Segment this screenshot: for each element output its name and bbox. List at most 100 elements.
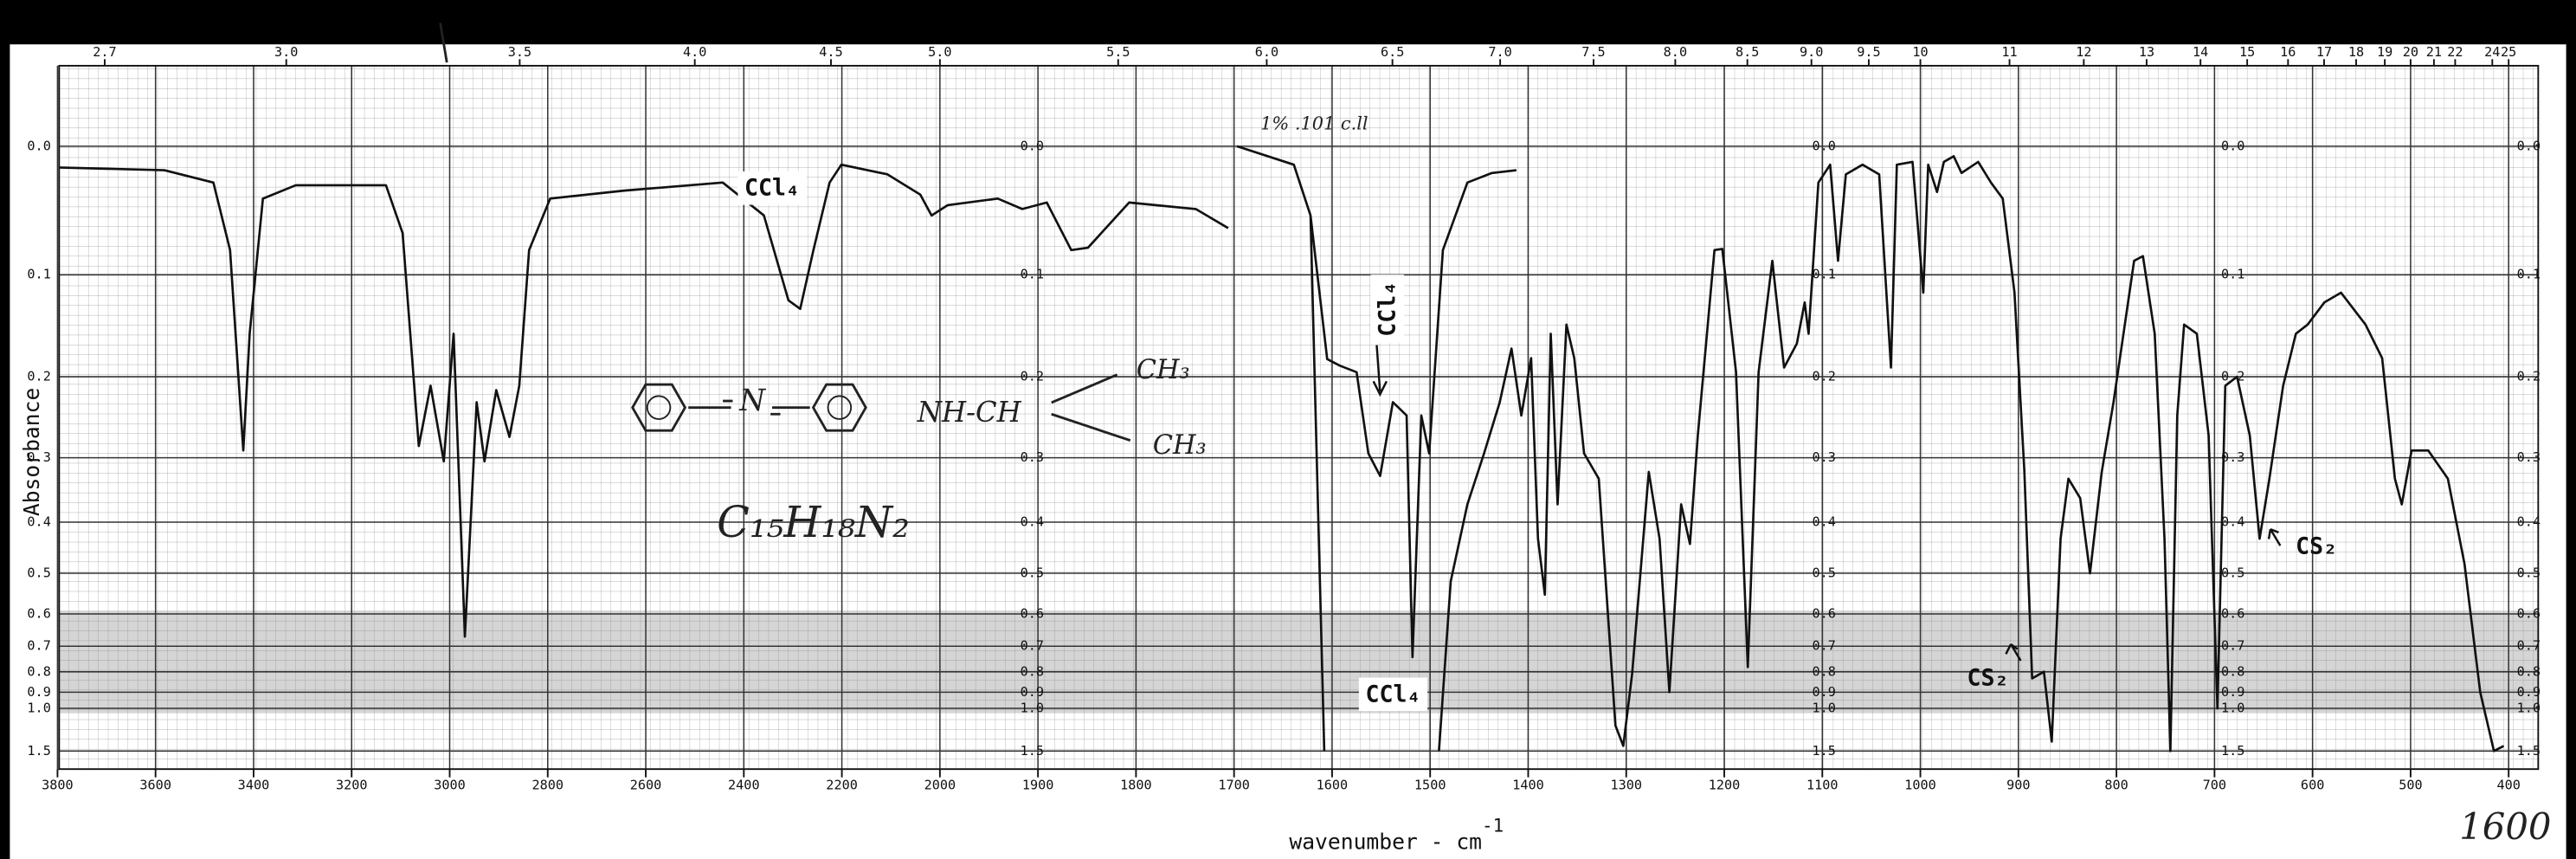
x2-tick-label: 3.5	[508, 44, 531, 60]
annotation-arrow	[2005, 643, 2022, 662]
x-tick-label: 900	[2006, 778, 2030, 793]
benzene-ring-inner	[646, 395, 672, 420]
y-tick-label: 0.8	[2221, 663, 2244, 679]
annotation-box	[1358, 677, 1428, 712]
y-tick-label: 0.8	[27, 663, 50, 679]
annotation: CCl₄	[1365, 681, 1420, 707]
bond-lines	[688, 373, 1131, 442]
y-tick-label: 0.4	[1021, 513, 1044, 529]
x-tick-label: 1200	[1709, 778, 1741, 793]
y-tick-label: 0.0	[27, 138, 50, 153]
pen-mark	[439, 23, 448, 63]
y-tick-label: 0.1	[1812, 267, 1835, 282]
y-tick-label: 0.0	[1021, 138, 1044, 153]
x-tick-label: 500	[2399, 778, 2422, 793]
annotation: CCl₄	[1374, 281, 1401, 337]
plot-frame	[58, 64, 2540, 771]
y-tick-label: 0.3	[27, 449, 50, 465]
x2-tick-label: 20	[2403, 44, 2418, 60]
y-tick-label: 0.1	[2517, 267, 2541, 282]
x-tick-label: 2200	[826, 778, 858, 793]
x2-tick-label: 4.5	[819, 44, 842, 60]
y-tick-label: 0.2	[1021, 369, 1044, 384]
x-tick-label: 1300	[1610, 778, 1642, 793]
y-tick-label: 0.9	[2517, 684, 2541, 700]
x2-tick-label: 6.5	[1381, 44, 1404, 60]
y-tick-label: 0.6	[1021, 605, 1044, 621]
x2-tick-label: 21	[2426, 44, 2442, 60]
y-tick-label: 0.4	[2517, 513, 2541, 529]
x2-tick-label: 17	[2316, 44, 2332, 60]
y-tick-label: 0.8	[1812, 663, 1835, 679]
y-tick-label: 0.0	[1812, 138, 1835, 153]
x-tick-label: 1700	[1218, 778, 1250, 793]
y-tick-label: 0.5	[2221, 565, 2244, 581]
y-tick-label: 0.6	[1812, 605, 1835, 621]
x-axis-title-exponent: -1	[1482, 816, 1504, 836]
x2-tick-label: 6.0	[1255, 44, 1278, 60]
annotation: 1600	[2459, 805, 2551, 848]
y-tick-label: 0.8	[2517, 663, 2541, 679]
y-tick-label: 1.5	[1812, 743, 1835, 759]
x-tick-label: 800	[2104, 778, 2128, 793]
y-tick-label: 0.2	[2221, 369, 2244, 384]
x2-tick-label: 14	[2193, 44, 2208, 60]
annotation: N	[738, 384, 766, 418]
benzene-ring	[811, 383, 867, 432]
y-tick-label: 1.0	[27, 700, 50, 715]
x2-tick-label: 7.0	[1488, 44, 1511, 60]
x-axis-title-text: wavenumber - cm	[1289, 830, 1482, 855]
y-tick-label: 0.7	[2517, 638, 2541, 654]
y-tick-label: 1.0	[2517, 700, 2541, 715]
x2-tick-label: 3.0	[274, 44, 298, 60]
y-tick-label: 1.0	[2221, 700, 2244, 715]
x-tick-label: 1600	[1317, 778, 1349, 793]
benzene-ring	[631, 383, 687, 432]
x-tick-label: 700	[2203, 778, 2226, 793]
x2-tick-label: 22	[2447, 44, 2463, 60]
y-tick-label: 0.9	[1812, 684, 1835, 700]
x-tick-label: 2000	[924, 778, 956, 793]
y-tick-label: 0.1	[1021, 267, 1044, 282]
x-tick-label: 600	[2301, 778, 2324, 793]
y-tick-label: 0.5	[1021, 565, 1044, 581]
annotation: CS₂	[1967, 664, 2009, 691]
annotation: C₁₅H₁₈N₂	[717, 497, 910, 547]
annotation-layer: CCl₄ CCl₄ CCl₄ CS₂ CS₂ C₁₅H₁₈N₂ 1600 1% .101 c.…	[439, 23, 2552, 848]
x2-tick-label: 5.0	[928, 44, 951, 60]
x-tick-label: 1800	[1120, 778, 1152, 793]
x-tick-label: 1900	[1022, 778, 1054, 793]
x-tick-label: 3400	[238, 778, 270, 793]
y-tick-label: 0.3	[1812, 449, 1835, 465]
y-tick-label: 1.5	[1021, 743, 1044, 759]
x2-tick-label: 10	[1912, 44, 1928, 60]
x-tick-label: 3200	[336, 778, 368, 793]
x-axis-title: wavenumber - cm-1	[1289, 816, 1504, 855]
annotation-box	[737, 171, 807, 205]
annotation: 1% .101 c.ll	[1260, 113, 1368, 134]
y-tick-label: 1.0	[1812, 700, 1835, 715]
y-axis-title: Absorbance	[19, 388, 44, 516]
x-tick-label: 400	[2496, 778, 2520, 793]
y-tick-label: 0.5	[27, 565, 50, 581]
x2-tick-label: 2.7	[93, 44, 116, 60]
annotation: CH₃	[1137, 355, 1190, 385]
x2-tick-label: 8.0	[1664, 44, 1687, 60]
y-tick-label: 0.7	[2221, 638, 2244, 654]
y-tick-label: 0.9	[1021, 684, 1044, 700]
annotation: NH-CH	[917, 396, 1022, 429]
y-tick-label: 0.9	[27, 684, 50, 700]
x-tick-label: 2800	[532, 778, 564, 793]
y-tick-label: 0.4	[27, 513, 50, 529]
y-tick-label: 1.5	[2221, 743, 2244, 759]
y-tick-label: 0.3	[2517, 449, 2541, 465]
y-tick-label: 0.2	[1812, 369, 1835, 384]
annotation-box	[1370, 274, 1405, 344]
x2-tick-label: 9.0	[1800, 44, 1823, 60]
x2-tick-label: 12	[2076, 44, 2091, 60]
x-tick-label: 1000	[1904, 778, 1936, 793]
y-tick-label: 0.7	[1812, 638, 1835, 654]
annotation: CCl₄	[744, 175, 800, 202]
y-tick-label: 0.9	[2221, 684, 2244, 700]
